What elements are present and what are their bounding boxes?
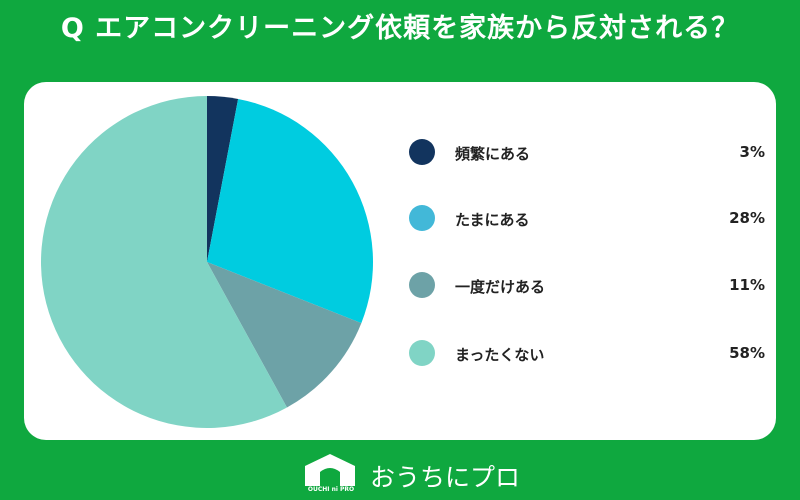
legend-item: 一度だけある 11%	[409, 270, 765, 300]
pie-slice	[41, 96, 287, 428]
pie-slice	[207, 96, 239, 262]
legend-label: まったくない	[455, 346, 545, 364]
legend-label: 一度だけある	[455, 278, 546, 296]
footer: OUCHI ni PRO おうちにプロ	[0, 452, 800, 496]
pie-chart	[41, 96, 373, 428]
legend-value: 11%	[729, 276, 765, 294]
logo-text: おうちにプロ	[370, 463, 521, 492]
legend-swatch	[409, 272, 435, 298]
legend-value: 3%	[739, 143, 765, 161]
legend-swatch	[409, 139, 435, 165]
page-title: Q エアコンクリーニング依頼を家族から反対される？	[60, 13, 740, 44]
legend-value: 58%	[729, 344, 765, 362]
legend-item: 頻繁にある 3%	[409, 137, 765, 167]
legend-item: まったくない 58%	[409, 338, 765, 368]
house-logo-icon	[305, 454, 355, 486]
legend-label: たまにある	[455, 211, 530, 229]
pie-slice	[207, 262, 362, 408]
legend-swatch	[409, 340, 435, 366]
legend-label: 頻繁にある	[455, 145, 531, 163]
legend-item: たまにある 28%	[409, 203, 765, 233]
legend-value: 28%	[729, 209, 765, 227]
chart-card: 頻繁にある 3% たまにある 28% 一度だけある 11% まったくない 58%	[24, 82, 776, 440]
legend-swatch	[409, 205, 435, 231]
pie-slice	[207, 98, 373, 324]
logo-subtext: OUCHI ni PRO	[307, 486, 355, 493]
